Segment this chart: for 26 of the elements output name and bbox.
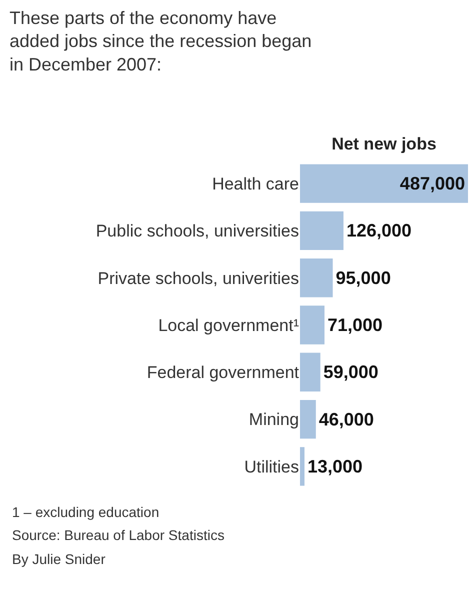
data-label: 71,000 <box>327 315 383 335</box>
data-label: 95,000 <box>336 268 391 288</box>
bar <box>300 447 304 486</box>
text: 1 – excluding education <box>12 504 160 520</box>
y-tick-label: Public schools, universities <box>96 222 299 241</box>
bar <box>300 306 324 344</box>
chart-title: These parts of the economy have added jobs since the recession began in December 2007: <box>9 8 312 75</box>
data-label: 126,000 <box>346 220 412 241</box>
y-tick-label: Private schools, univerities <box>98 268 299 288</box>
data-label: 46,000 <box>318 409 374 430</box>
x-axis-title: Net new jobs <box>332 134 436 154</box>
bar <box>300 400 316 439</box>
data-label: 59,000 <box>323 362 378 382</box>
source-note: Source: Bureau of Labor Statistics <box>12 527 224 543</box>
y-tick-label: Utilities <box>244 457 299 476</box>
y-tick-label: Local government¹ <box>158 316 300 335</box>
data-label: 487,000 <box>400 174 465 194</box>
bar <box>300 164 468 203</box>
y-tick-label: Mining <box>248 410 299 430</box>
bar <box>300 352 320 392</box>
bar <box>300 211 344 250</box>
y-tick-label: Federal government <box>146 363 300 382</box>
y-tick-label: Health care <box>212 174 299 194</box>
bar <box>300 258 333 298</box>
data-label: 13,000 <box>307 456 363 476</box>
text: By Julie Snider <box>12 551 106 567</box>
